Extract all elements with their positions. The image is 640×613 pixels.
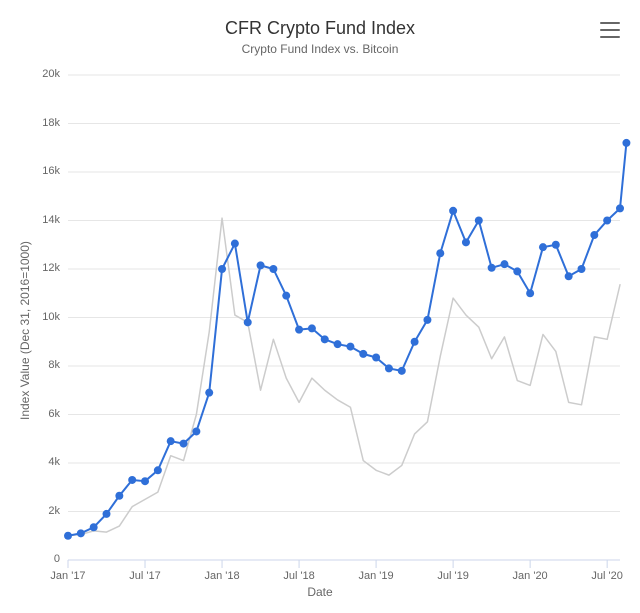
x-tick-label: Jul '19 [428, 570, 478, 582]
y-tick-label: 10k [42, 311, 60, 323]
series-marker [346, 343, 354, 351]
y-tick-label: 12k [42, 262, 60, 274]
series-marker [475, 217, 483, 225]
y-tick-label: 0 [54, 553, 60, 565]
x-tick-label: Jan '18 [197, 570, 247, 582]
series-marker [167, 437, 175, 445]
plot-area [0, 0, 640, 613]
series-marker [423, 316, 431, 324]
x-tick-label: Jul '17 [120, 570, 170, 582]
series-marker [577, 265, 585, 273]
series-marker [539, 243, 547, 251]
series-marker [526, 289, 534, 297]
series-marker [205, 389, 213, 397]
series-marker [231, 240, 239, 248]
series-marker [488, 264, 496, 272]
series-marker [282, 292, 290, 300]
series-marker [372, 354, 380, 362]
y-tick-label: 14k [42, 214, 60, 226]
series-marker [154, 466, 162, 474]
x-tick-label: Jul '18 [274, 570, 324, 582]
chart-container: CFR Crypto Fund Index Crypto Fund Index … [0, 0, 640, 613]
series-marker [513, 267, 521, 275]
series-marker [462, 238, 470, 246]
series-line-crypto-fund-index [68, 143, 626, 536]
series-marker [565, 272, 573, 280]
series-marker [436, 249, 444, 257]
y-tick-label: 2k [48, 505, 60, 517]
x-tick-label: Jan '19 [351, 570, 401, 582]
x-tick-label: Jan '20 [505, 570, 555, 582]
y-tick-label: 6k [48, 408, 60, 420]
series-marker [141, 477, 149, 485]
series-marker [590, 231, 598, 239]
series-marker [192, 427, 200, 435]
series-marker [77, 529, 85, 537]
series-marker [616, 204, 624, 212]
series-marker [295, 326, 303, 334]
y-tick-label: 4k [48, 456, 60, 468]
series-marker [115, 492, 123, 500]
series-marker [385, 364, 393, 372]
series-marker [269, 265, 277, 273]
x-tick-label: Jul '20 [582, 570, 632, 582]
series-marker [411, 338, 419, 346]
y-tick-label: 8k [48, 359, 60, 371]
series-marker [257, 261, 265, 269]
series-marker [180, 440, 188, 448]
series-marker [603, 217, 611, 225]
series-marker [334, 340, 342, 348]
series-marker [398, 367, 406, 375]
series-marker [64, 532, 72, 540]
series-marker [359, 350, 367, 358]
series-marker [308, 324, 316, 332]
series-marker [622, 139, 630, 147]
x-tick-label: Jan '17 [43, 570, 93, 582]
series-marker [218, 265, 226, 273]
series-marker [500, 260, 508, 268]
y-tick-label: 18k [42, 117, 60, 129]
series-marker [90, 523, 98, 531]
series-marker [552, 241, 560, 249]
y-tick-label: 16k [42, 165, 60, 177]
series-marker [321, 335, 329, 343]
series-marker [103, 510, 111, 518]
series-marker [244, 318, 252, 326]
y-tick-label: 20k [42, 68, 60, 80]
series-marker [449, 207, 457, 215]
series-marker [128, 476, 136, 484]
